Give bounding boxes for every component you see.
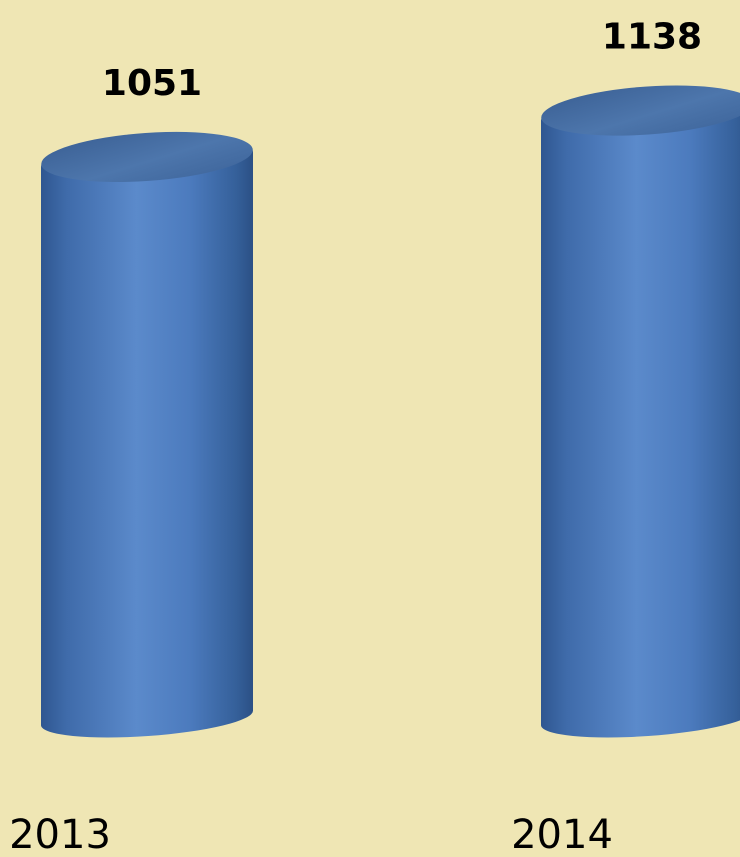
category-label-2013: 2013: [9, 812, 111, 857]
bar-2013: [41, 131, 254, 738]
cylinder-top: [541, 85, 740, 136]
category-label-2014: 2014: [511, 812, 613, 857]
bars-group: [41, 85, 740, 738]
cylinder-body: [541, 112, 740, 738]
cylinder-body: [41, 149, 254, 738]
labels-group: 1051 2013 1138 2014: [9, 17, 702, 857]
data-label-2013: 1051: [102, 63, 202, 104]
bar-2014: [541, 85, 740, 738]
cylinder-top: [41, 131, 253, 183]
data-label-2014: 1138: [602, 17, 702, 58]
